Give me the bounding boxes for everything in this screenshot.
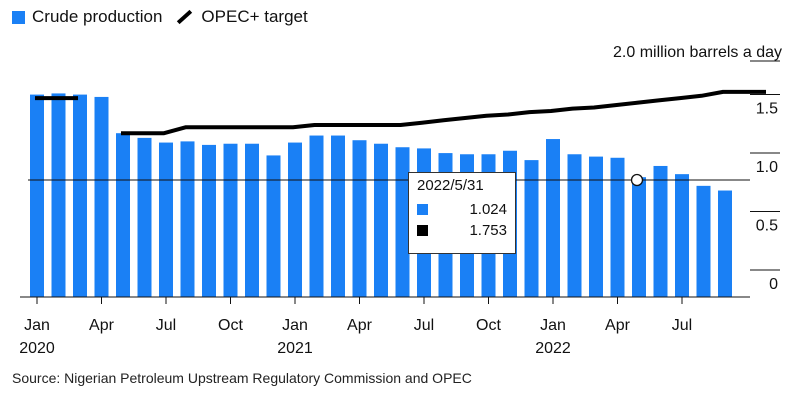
line-series-target	[35, 89, 766, 136]
y-tick-label: 0.5	[756, 218, 778, 235]
bar-crude[interactable]	[546, 139, 560, 297]
bar-crude[interactable]	[589, 156, 603, 297]
y-tick-label: 0	[769, 276, 778, 293]
source-note: Source: Nigerian Petroleum Upstream Regu…	[12, 370, 472, 386]
bar-crude[interactable]	[395, 147, 410, 297]
y-unit-label: 2.0 million barrels a day	[613, 44, 782, 61]
tooltip-row-crude: 1.024	[417, 201, 507, 218]
bar-crude[interactable]	[51, 93, 66, 297]
x-year-label: 2021	[277, 340, 313, 357]
x-ticks: Jan 2020 Apr Jul Oct Jan 2021 Apr Jul Oct Jan 2022 A…	[19, 297, 692, 357]
bar-crude[interactable]	[94, 96, 109, 298]
bar-crude[interactable]	[718, 190, 732, 297]
x-tick-label: Apr	[89, 317, 115, 334]
hover-marker	[630, 173, 644, 187]
bar-crude[interactable]	[223, 143, 238, 297]
bar-crude[interactable]	[524, 160, 539, 297]
bar-crude[interactable]	[202, 144, 216, 297]
bar-crude[interactable]	[567, 154, 582, 297]
x-tick-label: Apr	[605, 317, 631, 334]
legend-swatch-crude	[12, 10, 25, 24]
y-tick-label: 1.5	[756, 101, 778, 118]
legend-item-crude[interactable]: Crude production	[12, 7, 162, 27]
x-tick-label: Jul	[414, 317, 434, 334]
bar-crude[interactable]	[653, 165, 668, 297]
bar-crude[interactable]	[159, 142, 173, 297]
target-line-segment[interactable]	[121, 89, 766, 136]
x-tick-label: Jan	[540, 317, 566, 334]
bar-crude[interactable]	[245, 143, 259, 297]
tooltip-swatch-target	[417, 225, 428, 236]
bar-crude[interactable]	[116, 133, 130, 297]
x-tick-label: Apr	[347, 317, 373, 334]
bar-crude[interactable]	[632, 177, 646, 297]
tooltip-swatch-crude	[417, 204, 428, 215]
y-grid	[750, 60, 780, 271]
x-tick-label: Oct	[218, 317, 243, 334]
bar-crude[interactable]	[180, 141, 195, 297]
x-tick-label: Oct	[476, 317, 501, 334]
tooltip-row-target: 1.753	[417, 222, 507, 239]
x-year-label: 2022	[535, 340, 571, 357]
bar-crude[interactable]	[374, 143, 388, 297]
x-year-label: 2020	[19, 340, 55, 357]
tooltip: 2022/5/31 1.024 1.753	[408, 172, 516, 254]
tooltip-value-crude: 1.024	[469, 201, 507, 218]
legend-label-target: OPEC+ target	[201, 7, 308, 26]
x-tick-label: Jul	[156, 317, 176, 334]
x-tick-label: Jan	[282, 317, 308, 334]
legend-label-crude: Crude production	[32, 7, 163, 26]
bar-crude[interactable]	[352, 140, 367, 297]
bar-crude[interactable]	[309, 135, 324, 297]
y-tick-label: 1.0	[756, 159, 778, 176]
y-ticks: 0 0.5 1.0 1.5	[756, 101, 778, 294]
legend-item-target[interactable]: OPEC+ target	[176, 7, 308, 27]
x-tick-label: Jan	[24, 317, 50, 334]
chart-plot: Jan 2020 Apr Jul Oct Jan 2021 Apr Jul Oct Jan 2022 A…	[19, 44, 782, 357]
bar-crude[interactable]	[73, 94, 87, 297]
bar-crude[interactable]	[30, 94, 44, 297]
tooltip-value-target: 1.753	[469, 222, 507, 239]
bar-crude[interactable]	[266, 155, 281, 297]
bar-crude[interactable]	[137, 137, 152, 297]
bar-crude[interactable]	[610, 157, 625, 297]
bar-crude[interactable]	[696, 185, 711, 297]
bar-crude[interactable]	[331, 135, 345, 297]
tooltip-date: 2022/5/31	[417, 177, 484, 194]
chart-legend: Crude production OPEC+ target	[12, 7, 322, 27]
x-tick-label: Jul	[672, 317, 692, 334]
bar-crude[interactable]	[675, 174, 689, 297]
bar-crude[interactable]	[288, 142, 302, 297]
